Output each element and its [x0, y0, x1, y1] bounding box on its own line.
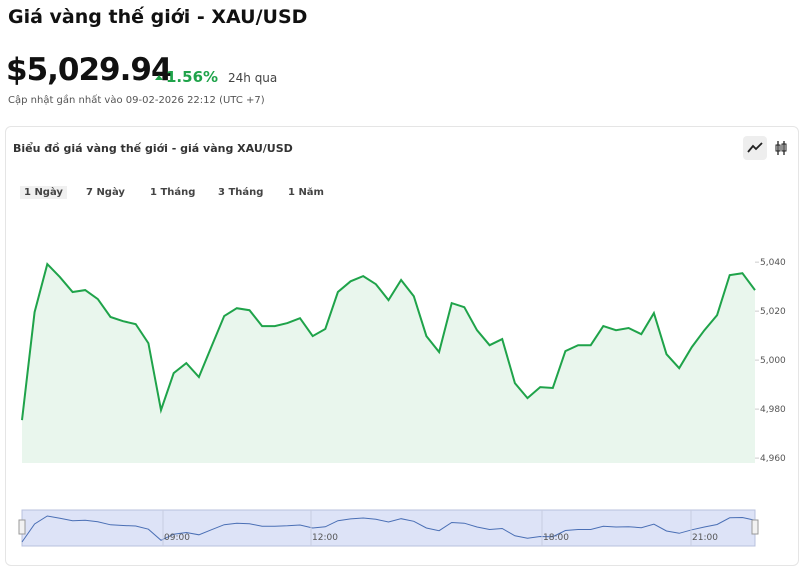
navigator-label: 21:00	[692, 533, 718, 543]
navigator-line	[21, 515, 756, 543]
page-title: Giá vàng thế giới - XAU/USD	[8, 6, 308, 28]
y-tick-label: 5,000	[760, 356, 786, 366]
updated-time: Cập nhật gần nhất vào 09-02-2026 22:12 (…	[8, 95, 265, 106]
navigator-label: 18:00	[543, 533, 569, 543]
navigator-handle[interactable]	[18, 519, 26, 535]
range-tab[interactable]: 1 Ngày	[20, 186, 67, 199]
navigator-label: 09:00	[164, 533, 190, 543]
change-period: 24h qua	[228, 71, 278, 85]
y-tick-label: 5,040	[760, 258, 786, 268]
card-title: Biểu đồ giá vàng thế giới - giá vàng XAU…	[13, 142, 293, 155]
navigator-handle[interactable]	[751, 519, 759, 535]
price-change: 1.56%	[166, 68, 219, 86]
range-tab[interactable]: 7 Ngày	[86, 187, 125, 198]
price-line	[21, 262, 756, 421]
area-fill	[22, 264, 755, 463]
range-tab[interactable]: 3 Tháng	[218, 187, 264, 198]
price: $5,029.94	[6, 52, 173, 88]
navigator-selection	[21, 509, 756, 547]
up-arrow	[155, 75, 163, 80]
y-tick-label: 5,020	[760, 307, 786, 317]
y-tick-label: 4,960	[760, 454, 786, 464]
range-tab[interactable]: 1 Năm	[288, 187, 324, 198]
navigator-label: 12:00	[312, 533, 338, 543]
candle-chart-button[interactable]	[769, 136, 793, 160]
range-tab[interactable]: 1 Tháng	[150, 187, 196, 198]
line-chart-button[interactable]	[743, 136, 767, 160]
y-tick-label: 4,980	[760, 405, 786, 415]
